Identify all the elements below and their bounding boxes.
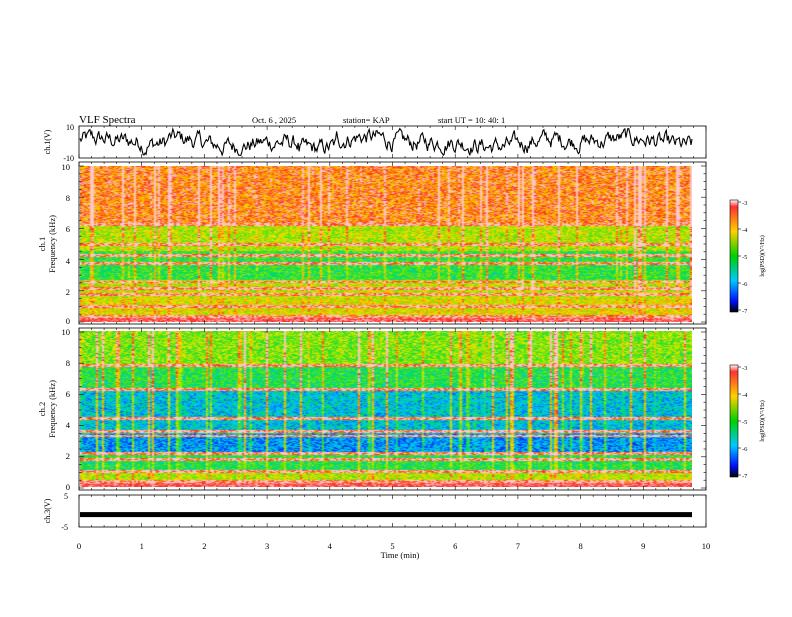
ch1-colorbar-tick-m3: -3 [742, 200, 747, 207]
ch1-colorbar [729, 199, 739, 313]
ch2-colorbar-ticks [738, 366, 741, 476]
xtick-5: 5 [390, 541, 394, 551]
x-axis-tick-labels: 0 1 2 3 4 5 6 7 8 9 10 [77, 541, 710, 551]
ch1-spectrogram-panel: 0 2 4 6 8 10 ch.1 Frequency (kHz) -3 -4 … [37, 161, 766, 326]
ch1-ytick-0: 0 [66, 316, 70, 326]
ch1-ytick-6: 6 [66, 224, 70, 234]
ch2-colorbar-tick-m3: -3 [742, 365, 747, 372]
ch2-frequency-tick-labels: 0 2 4 6 8 10 [62, 327, 71, 492]
ch2-spectrogram-panel: 0 2 4 6 8 10 ch.2 Frequency (kHz) -3 -4 … [37, 327, 766, 492]
ch1-colorbar-tick-m6: -6 [742, 281, 748, 288]
start-ut-label: start UT = 10: 40: 1 [438, 115, 505, 125]
ch1-spectrogram-ticks [78, 162, 707, 324]
ch1-colorbar-tick-m4: -4 [742, 227, 748, 234]
xtick-3: 3 [265, 541, 269, 551]
ch2-colorbar-label: log(PSD)(V²/Hz) [759, 400, 766, 441]
ch1-ytick-10: 10 [62, 162, 71, 172]
ch2-ytick-10: 10 [62, 327, 71, 337]
ch2-colorbar-tick-m6: -6 [742, 446, 748, 453]
ch3-ytick-top: 5 [64, 492, 68, 501]
ch1-ylabel: ch.1(V) [43, 129, 52, 154]
ch3-ytick-bottom: -5 [61, 523, 68, 532]
ch2-ytick-8: 8 [66, 358, 70, 368]
xtick-8: 8 [578, 541, 582, 551]
xtick-0: 0 [77, 541, 81, 551]
ch2-ytick-4: 4 [66, 420, 71, 430]
ch1-spectrogram-ylabel-line2: Frequency (kHz) [47, 215, 57, 273]
ch1-colorbar-ticks [738, 201, 741, 311]
ch1-spectrogram-ylabel-line1: ch.1 [37, 237, 47, 251]
ch1-ytick-bottom: -10 [63, 154, 74, 163]
ch1-ytick-8: 8 [66, 193, 70, 203]
xtick-10: 10 [702, 541, 711, 551]
ch2-spectrogram-ylabel-line2: Frequency (kHz) [47, 380, 57, 438]
date-label: Oct. 6 , 2025 [252, 115, 296, 125]
xtick-6: 6 [453, 541, 457, 551]
ch2-spectrogram-image [80, 331, 692, 487]
ch3-ylabel: ch.3(V) [43, 498, 52, 523]
ch1-colorbar-label: log(PSD)(V²/Hz) [759, 235, 766, 276]
ch3-waveform-panel: 5 -5 ch.3(V) [43, 492, 707, 532]
xtick-4: 4 [328, 541, 333, 551]
station-label: station= KAP [343, 115, 390, 125]
x-axis-label: Time (min) [381, 550, 420, 560]
ch2-colorbar-tick-m5: -5 [742, 419, 747, 426]
ch2-colorbar [729, 364, 739, 478]
ch2-ytick-6: 6 [66, 389, 70, 399]
ch2-colorbar-tick-m4: -4 [742, 392, 748, 399]
ch1-spectrogram-image [80, 166, 692, 322]
ch1-waveform-ticks [78, 126, 707, 158]
ch1-ytick-2: 2 [66, 287, 70, 297]
ch1-ytick-top: 10 [66, 123, 74, 132]
ch1-frequency-tick-labels: 0 2 4 6 8 10 [62, 162, 71, 326]
xtick-1: 1 [140, 541, 144, 551]
ch1-waveform-panel: 10 -10 ch.1(V) [43, 123, 707, 163]
ch2-ytick-2: 2 [66, 451, 70, 461]
ch1-ytick-4: 4 [66, 256, 71, 266]
ch1-colorbar-tick-m7: -7 [742, 308, 748, 315]
ch1-colorbar-tick-m5: -5 [742, 254, 747, 261]
figure-title: VLF Spectra [79, 114, 136, 126]
ch2-colorbar-tick-m7: -7 [742, 473, 748, 480]
xtick-2: 2 [202, 541, 206, 551]
ch2-spectrogram-ylabel-line1: ch.2 [37, 402, 47, 416]
xtick-9: 9 [641, 541, 645, 551]
ch2-ytick-0: 0 [66, 482, 70, 492]
xtick-7: 7 [516, 541, 520, 551]
ch3-waveform-ticks [78, 495, 707, 527]
ch3-waveform-line [80, 512, 692, 518]
ch1-waveform-line [79, 126, 693, 157]
ch2-spectrogram-ticks [78, 328, 707, 490]
